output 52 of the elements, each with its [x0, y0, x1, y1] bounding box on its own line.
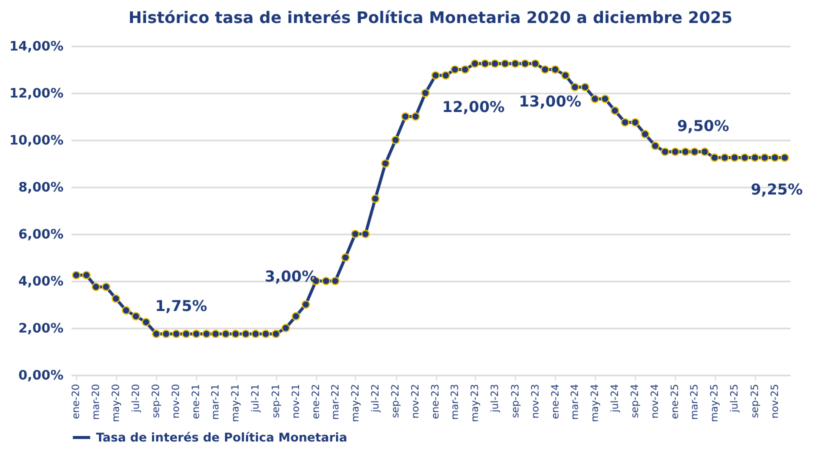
chart-title: Histórico tasa de interés Política Monetaria 2020 a diciembre 2025	[128, 8, 733, 27]
x-tick-label: mar-22	[330, 384, 342, 420]
annotation: 1,75%	[155, 296, 208, 315]
x-tick-label: nov-24	[650, 384, 662, 418]
annotation: 9,25%	[750, 180, 803, 199]
x-tick-label: ene-25	[670, 384, 682, 419]
x-tick-label: mar-23	[450, 384, 461, 420]
x-tick-label: may-25	[710, 384, 721, 422]
x-tick-label: nov-22	[410, 384, 422, 418]
x-tick-label: sep-25	[750, 384, 761, 418]
x-tick-label: ene-23	[430, 384, 442, 419]
annotation: 13,00%	[518, 92, 582, 110]
x-tick-label: sep-24	[630, 384, 642, 418]
x-tick-label: mar-25	[690, 384, 701, 420]
x-tick-label: mar-24	[570, 384, 581, 420]
y-tick-label: 12,00%	[9, 86, 64, 102]
x-tick-label: may-22	[350, 384, 362, 422]
x-tick-label: jul-22	[370, 384, 382, 414]
x-tick-label: nov-20	[171, 384, 182, 418]
y-tick-label: 4,00%	[18, 274, 64, 290]
x-tick-label: nov-21	[290, 384, 302, 418]
legend-label: Tasa de interés de Política Monetaria	[96, 430, 348, 444]
x-tick-label: nov-25	[770, 384, 781, 418]
x-tick-label: jul-21	[250, 384, 262, 414]
x-tick-label: nov-23	[530, 384, 542, 418]
y-tick-label: 6,00%	[18, 228, 64, 242]
y-tick-label: 10,00%	[9, 134, 64, 148]
x-tick-label: ene-24	[550, 384, 562, 419]
annotation: 12,00%	[442, 98, 505, 116]
x-tick-label: jul-20	[130, 384, 142, 414]
x-tick-label: may-24	[590, 384, 601, 422]
x-tick-label: ene-20	[71, 384, 82, 419]
x-tick-label: jul-24	[610, 384, 621, 414]
x-tick-label: mar-20	[90, 384, 102, 420]
x-tick-label: ene-22	[310, 384, 322, 419]
y-tick-label: 14,00%	[9, 40, 64, 54]
x-tick-label: ene-21	[191, 384, 202, 419]
x-tick-label: jul-25	[730, 384, 741, 414]
x-tick-label: sep-21	[270, 384, 282, 418]
x-tick-label: sep-22	[390, 384, 402, 418]
y-tick-label: 8,00%	[18, 180, 64, 196]
y-tick-label: 0,00%	[18, 368, 64, 384]
x-tick-label: mar-21	[210, 384, 222, 420]
annotation: 3,00%	[264, 268, 317, 286]
x-tick-label: may-23	[470, 384, 481, 422]
annotation: 9,50%	[677, 116, 730, 135]
y-tick-label: 2,00%	[18, 322, 64, 336]
x-tick-label: may-21	[230, 384, 242, 422]
x-tick-label: jul-23	[490, 384, 501, 414]
x-tick-label: may-20	[110, 384, 122, 422]
x-tick-label: sep-20	[151, 384, 162, 418]
x-tick-label: sep-23	[510, 384, 522, 418]
